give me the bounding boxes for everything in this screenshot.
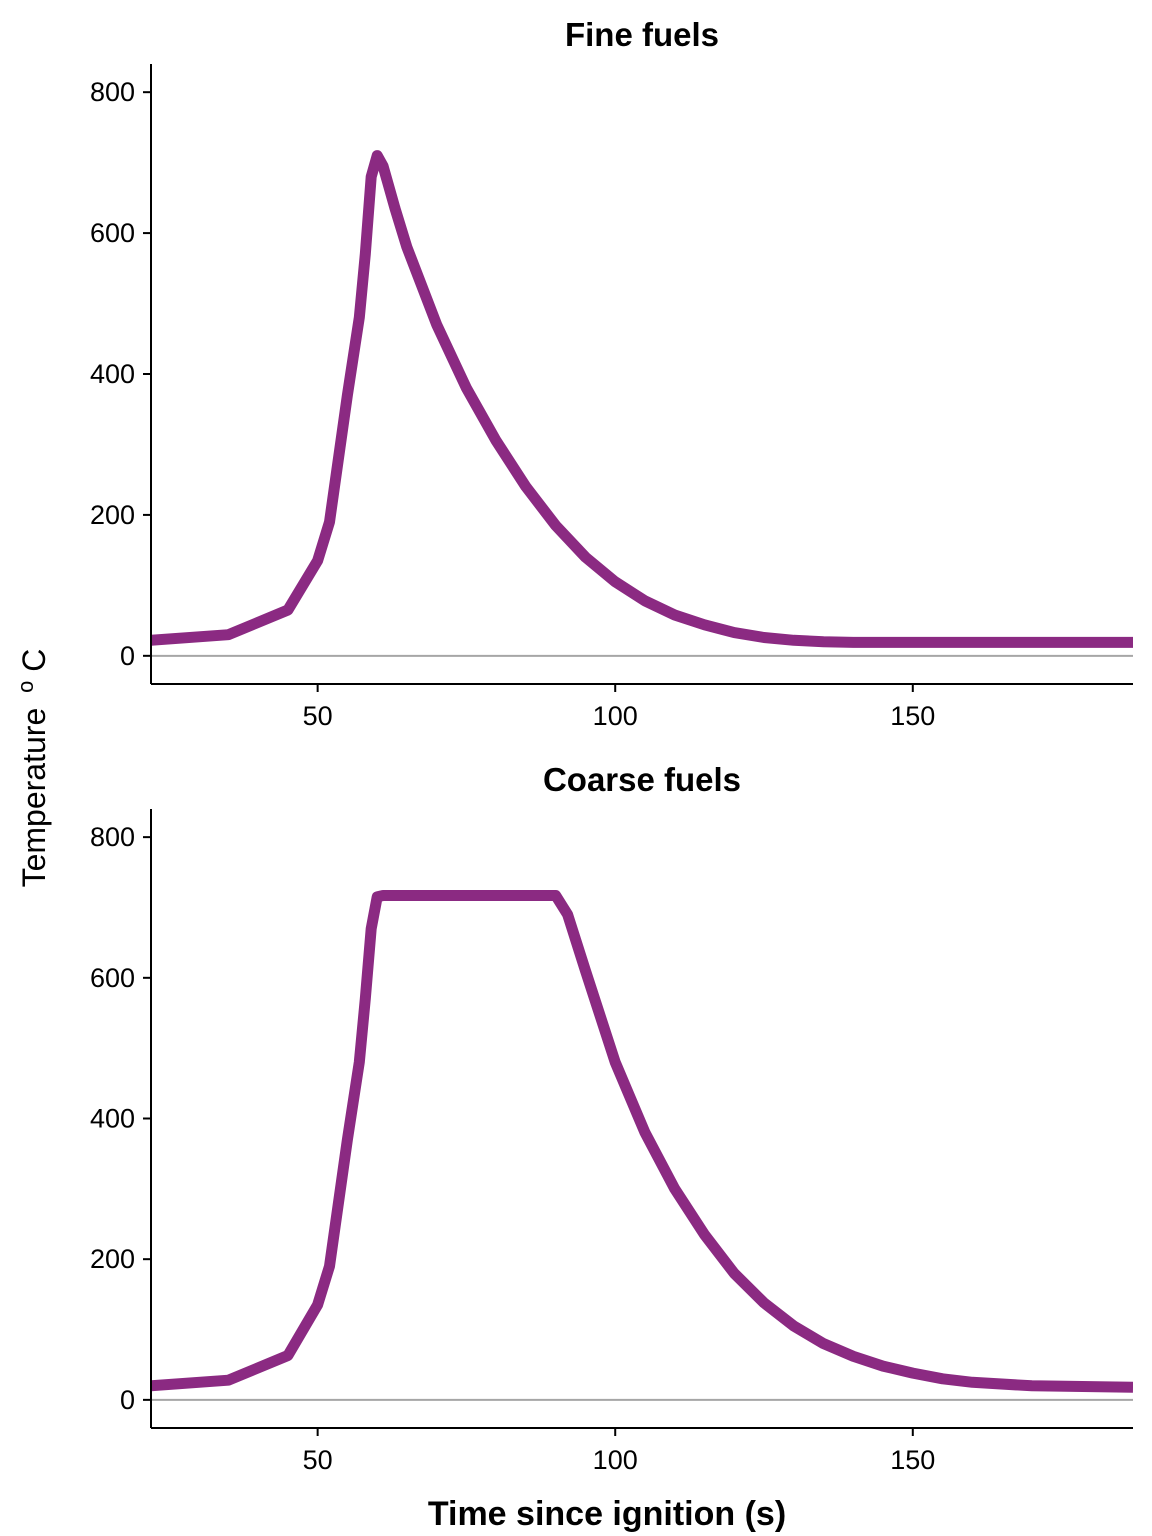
panel-fine-fuels-marks: 0 200 400 600 800 50 100 150 [90, 64, 1133, 731]
y-axis-title-superscript: o [13, 681, 38, 693]
x-axis-title: Time since ignition (s) [428, 1495, 786, 1533]
y-axis-title-text: Temperature [16, 708, 52, 888]
x-tick-label: 50 [303, 701, 333, 731]
y-tick-label: 200 [90, 1244, 135, 1274]
x-tick-label: 150 [890, 701, 935, 731]
y-tick-label: 600 [90, 218, 135, 248]
panel-title-coarse-fuels: Coarse fuels [543, 761, 741, 798]
panel-title-fine-fuels: Fine fuels [565, 16, 719, 53]
y-tick-label: 800 [90, 822, 135, 852]
panel-fine-fuels: Fine fuels 0 200 400 600 800 50 100 150 [90, 16, 1133, 731]
y-tick-label: 0 [120, 1385, 135, 1415]
panel-coarse-fuels-marks: 0 200 400 600 800 50 100 150 [90, 809, 1133, 1475]
y-axis-title-unit: C [16, 649, 52, 672]
y-tick-label: 0 [120, 641, 135, 671]
y-tick-label: 200 [90, 500, 135, 530]
y-tick-label: 400 [90, 1104, 135, 1134]
series-line-0 [151, 890, 1133, 1393]
y-tick-label: 800 [90, 77, 135, 107]
x-tick-label: 50 [303, 1445, 333, 1475]
series-line-0 [151, 150, 1133, 648]
y-tick-label: 600 [90, 963, 135, 993]
panel-coarse-fuels: Coarse fuels 0 200 400 600 800 50 100 150 [90, 761, 1133, 1475]
y-tick-label: 400 [90, 359, 135, 389]
x-tick-label: 100 [593, 701, 638, 731]
x-tick-label: 100 [593, 1445, 638, 1475]
x-tick-label: 150 [890, 1445, 935, 1475]
y-axis-title: Temperature o C [4, 649, 52, 888]
